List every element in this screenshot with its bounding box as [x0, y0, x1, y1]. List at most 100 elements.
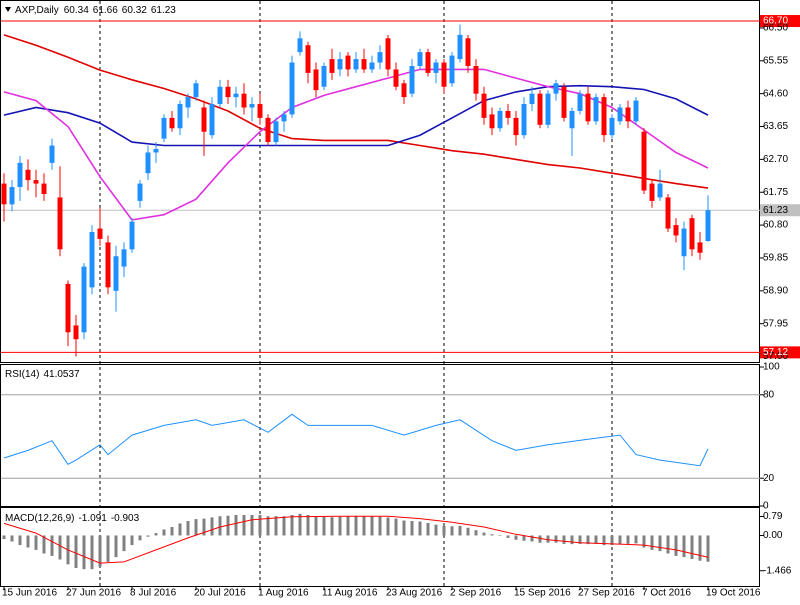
candle-body	[289, 62, 295, 115]
histogram-bar	[370, 516, 374, 536]
candle-body	[625, 107, 631, 122]
rsi-frame	[0, 364, 760, 507]
candle-body	[257, 104, 263, 118]
y-tick-label: 0.00	[763, 530, 783, 541]
histogram-bar	[602, 535, 606, 546]
symbol-title: AXP,Daily	[15, 5, 59, 16]
histogram-bar	[154, 533, 158, 536]
candle-body	[129, 221, 135, 250]
histogram-bar	[354, 515, 358, 536]
histogram-bar	[426, 522, 430, 536]
candle-body	[497, 110, 503, 129]
histogram-bar	[386, 517, 390, 536]
indicator-line	[3, 515, 709, 564]
histogram-bar	[522, 535, 526, 541]
histogram-bar	[690, 535, 694, 560]
candle-body	[273, 121, 279, 143]
y-tick-label: 59.85	[763, 253, 788, 264]
histogram-bar	[346, 516, 350, 536]
histogram-bar	[618, 535, 622, 545]
candle-body	[249, 104, 255, 108]
histogram-bar	[178, 523, 182, 536]
x-tick-label: 8 Jul 2016	[130, 588, 177, 599]
indicator-line	[3, 413, 709, 467]
candle-body	[345, 55, 351, 70]
candle-body	[401, 83, 407, 98]
candle-body	[537, 93, 543, 125]
histogram-bar	[698, 535, 702, 561]
macd-header: MACD(12,26,9) -1.091 -0.903	[5, 513, 140, 524]
histogram-bar	[218, 516, 222, 536]
candle-body	[281, 114, 287, 122]
x-tick-label: 23 Aug 2016	[386, 588, 443, 599]
candle-body	[225, 86, 231, 98]
histogram-bar	[554, 535, 558, 543]
candle-body	[17, 162, 23, 188]
y-tick-label: 64.60	[763, 88, 788, 99]
histogram-bar	[586, 535, 590, 545]
candle-body	[33, 180, 39, 184]
candle-body	[233, 93, 239, 98]
histogram-bar	[90, 535, 94, 570]
candle-body	[169, 117, 175, 129]
histogram-bar	[626, 535, 630, 544]
candle-body	[505, 110, 511, 118]
candle-body	[521, 104, 527, 136]
histogram-bar	[650, 535, 654, 550]
histogram-bar	[194, 519, 198, 536]
candle-body	[593, 97, 599, 122]
candle-body	[529, 93, 535, 105]
candle-body	[193, 83, 199, 98]
signal-value: -0.903	[111, 513, 140, 524]
y-tick-label: 20	[763, 473, 775, 484]
candle-body	[57, 197, 63, 250]
histogram-bar	[234, 515, 238, 536]
histogram-bar	[506, 535, 510, 538]
candle-body	[369, 62, 375, 70]
candle-body	[705, 210, 711, 242]
candle-body	[313, 69, 319, 91]
candle-body	[489, 114, 495, 129]
candle-body	[569, 110, 575, 129]
y-tick-label: 58.90	[763, 285, 788, 296]
header-open: 60.34	[64, 5, 89, 16]
y-tick-label: 0	[763, 501, 769, 512]
histogram-bar	[314, 516, 318, 536]
macd-value: -1.091	[78, 513, 107, 524]
histogram-bar	[362, 516, 366, 536]
candle-body	[473, 65, 479, 94]
frames	[0, 0, 760, 587]
candle-body	[41, 183, 47, 194]
candle-body	[9, 187, 15, 205]
candle-body	[145, 152, 151, 174]
candle-body	[321, 65, 327, 87]
indicator-line	[3, 34, 709, 189]
y-tick-label: 65.55	[763, 55, 788, 66]
histogram-bar	[2, 535, 6, 540]
y-tick-label: 62.70	[763, 154, 788, 165]
indicator-line	[3, 68, 709, 221]
histogram-bar	[26, 535, 30, 548]
y-tick-label: 100	[763, 362, 780, 373]
candle-body	[305, 45, 311, 73]
candle-body	[25, 169, 31, 181]
histogram-bar	[106, 535, 110, 562]
histogram-bar	[146, 535, 150, 537]
candle-body	[241, 93, 247, 108]
histogram-bar	[58, 535, 62, 560]
candle-body	[361, 59, 367, 70]
histogram-bar	[594, 535, 598, 544]
candle-body	[153, 149, 159, 153]
current-price-label: 61.23	[763, 205, 788, 216]
histogram-bar	[402, 520, 406, 536]
indicator-line	[3, 84, 709, 147]
candle-body	[577, 93, 583, 111]
histogram-bar	[242, 515, 246, 536]
candle-body	[481, 93, 487, 118]
histogram-bar	[474, 530, 478, 536]
x-tick-label: 7 Oct 2016	[642, 588, 691, 599]
candle-body	[609, 117, 615, 136]
candle-body	[113, 256, 119, 291]
candle-body	[161, 117, 167, 139]
